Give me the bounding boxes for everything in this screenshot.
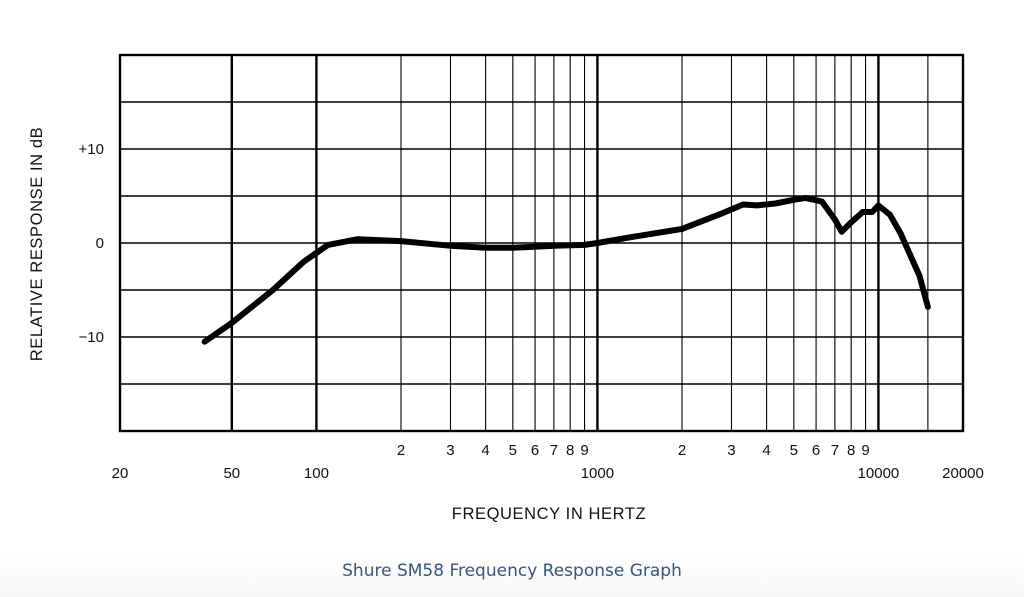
figure-caption: Shure SM58 Frequency Response Graph (342, 561, 682, 581)
frame-layer (118, 53, 965, 433)
x-minor-tick-label: 2 (397, 442, 405, 459)
x-minor-tick-label: 6 (812, 442, 820, 459)
x-tick-label: 20000 (942, 465, 984, 482)
x-minor-tick-label: 2 (678, 442, 686, 459)
x-minor-tick-label: 9 (861, 442, 869, 459)
x-minor-tick-label: 8 (847, 442, 855, 459)
x-tick-label: 20 (112, 465, 129, 482)
x-tick-label: 50 (223, 465, 240, 482)
x-minor-tick-label: 4 (481, 442, 489, 459)
frequency-response-line (201, 194, 931, 345)
x-minor-tick-label: 8 (566, 442, 574, 459)
x-tick-label: 1000 (581, 465, 614, 482)
x-axis-title: FREQUENCY IN HERTZ (452, 505, 646, 523)
y-tick-label: 0 (96, 235, 104, 252)
y-axis-title: RELATIVE RESPONSE IN dB (28, 127, 46, 361)
series-layer (201, 194, 931, 345)
plot-frame (118, 53, 965, 433)
x-minor-tick-label: 3 (446, 442, 454, 459)
x-minor-tick-label: 7 (550, 442, 558, 459)
y-tick-label: −10 (79, 329, 104, 346)
x-minor-tick-label: 5 (790, 442, 798, 459)
x-minor-tick-label: 4 (762, 442, 770, 459)
x-tick-label: 10000 (858, 465, 900, 482)
x-minor-tick-label: 6 (531, 442, 539, 459)
x-minor-tick-label: 9 (580, 442, 588, 459)
x-tick-label: 100 (304, 465, 329, 482)
y-tick-label: +10 (79, 141, 104, 158)
x-minor-tick-label: 5 (509, 442, 517, 459)
x-minor-tick-label: 3 (727, 442, 735, 459)
x-minor-tick-label: 7 (831, 442, 839, 459)
grid-layer (120, 55, 963, 431)
